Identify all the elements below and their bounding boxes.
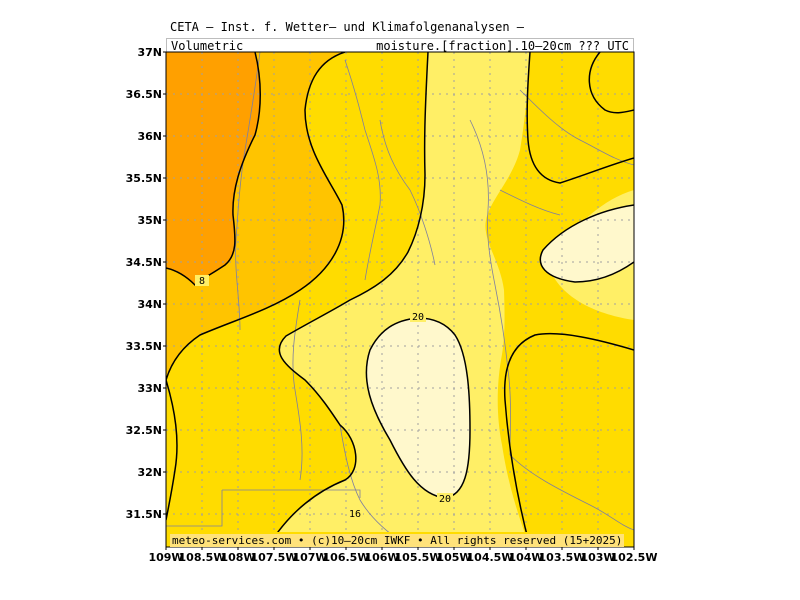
lon-tick-label: 108W (220, 551, 255, 564)
lon-tick-label: 107W (292, 551, 327, 564)
lat-tick-label: 32N (137, 466, 162, 479)
river-line (344, 59, 381, 281)
lat-tick-label: 35.5N (126, 172, 162, 185)
map-header: CETA — Inst. f. Wetter— und Klimafolgena… (166, 16, 634, 54)
fill-region-12-16-se (504, 333, 634, 547)
lon-tick-label: 103W (580, 551, 615, 564)
contour-label-bg (195, 275, 209, 286)
contour-label-bg (437, 493, 453, 504)
rivers-and-borders (166, 52, 634, 547)
lon-tick-label: 109W (148, 551, 183, 564)
fill-region-gt20-east (540, 205, 634, 282)
lat-tick-label: 37N (137, 46, 162, 59)
fill-region-lt8 (166, 52, 261, 285)
variable-name: Volumetric (171, 39, 244, 53)
lat-tick-label: 34.5N (126, 256, 162, 269)
lon-tick-label: 105.5W (395, 551, 442, 564)
contour-12-northeast (588, 52, 634, 114)
variable-detail: moisture.[fraction].10–20cm ??? UTC (376, 39, 629, 53)
lon-tick-label: 103.5W (539, 551, 586, 564)
lat-tick-label: 32.5N (126, 424, 162, 437)
contour-label-bg (410, 311, 426, 322)
map-plot-area: 8 20 20 16 (166, 52, 634, 547)
river-line (235, 52, 261, 331)
contour-20-east (539, 204, 634, 283)
lat-tick-label: 35N (137, 214, 162, 227)
lat-tick-label: 31.5N (126, 508, 162, 521)
border-line (166, 490, 223, 527)
contour-label-16: 16 (349, 509, 361, 520)
river-line (469, 119, 511, 456)
lon-tick-label: 104W (508, 551, 543, 564)
map-frame (165, 51, 635, 548)
contour-16-west (267, 52, 429, 547)
contour-label-8: 8 (199, 276, 205, 287)
border-line (222, 489, 361, 498)
lat-tick-label: 33.5N (126, 340, 162, 353)
map-title: CETA — Inst. f. Wetter— und Klimafolgena… (170, 20, 525, 34)
lon-tick-label: 104.5W (467, 551, 514, 564)
lon-tick-label: 102.5W (611, 551, 658, 564)
contour-16-southeast (503, 332, 634, 547)
lat-tick-label: 36.5N (126, 88, 162, 101)
fill-region-12-16-ne (527, 52, 634, 183)
contour-8 (166, 52, 261, 287)
river-line (292, 299, 303, 481)
latitude-axis: 37N 36.5N 36N 35.5N 35N 34.5N 34N 33.5N 33N 32.5N… (126, 46, 166, 521)
lon-tick-label: 106W (364, 551, 399, 564)
contour-16-northeast (526, 52, 634, 184)
copyright-credit: meteo-services.com • (c)10–20cm IWKF • A… (170, 534, 625, 547)
fill-region-gt20-center (366, 318, 470, 498)
lon-tick-label: 106.5W (323, 551, 370, 564)
contour-12-southwest (166, 379, 178, 521)
lat-tick-label: 33N (137, 382, 162, 395)
river-line (509, 454, 634, 531)
longitude-axis: 109W108.5W108W107.5W107W106.5W106W105.5W… (148, 547, 657, 564)
river-line (379, 119, 436, 266)
contour-label-20-top: 20 (412, 312, 424, 323)
contour-label-bg (347, 508, 363, 519)
lon-tick-label: 108.5W (179, 551, 226, 564)
lon-tick-label: 105W (436, 551, 471, 564)
lat-tick-label: 36N (137, 130, 162, 143)
river-line (499, 189, 561, 216)
contour-lines (166, 52, 634, 547)
graticule (166, 52, 634, 547)
lon-tick-label: 107.5W (251, 551, 298, 564)
river-line (519, 89, 634, 166)
contour-12-west (166, 52, 346, 381)
lat-tick-label: 34N (137, 298, 162, 311)
contour-label-20-bottom: 20 (439, 494, 451, 505)
